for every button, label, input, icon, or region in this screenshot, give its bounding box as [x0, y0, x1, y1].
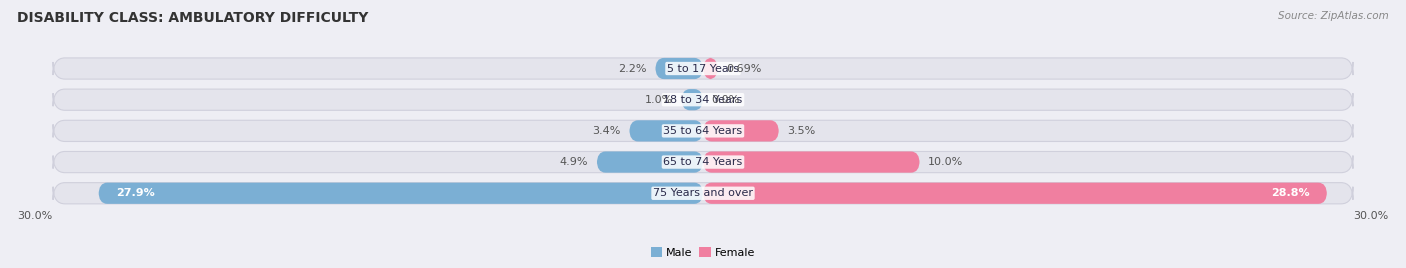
- FancyBboxPatch shape: [98, 183, 703, 204]
- FancyBboxPatch shape: [53, 120, 1353, 142]
- Text: 5 to 17 Years: 5 to 17 Years: [666, 64, 740, 73]
- FancyBboxPatch shape: [703, 58, 718, 79]
- Text: 0.69%: 0.69%: [727, 64, 762, 73]
- FancyBboxPatch shape: [596, 151, 703, 173]
- Text: 0.0%: 0.0%: [711, 95, 740, 105]
- FancyBboxPatch shape: [703, 183, 1327, 204]
- Text: 30.0%: 30.0%: [1354, 211, 1389, 221]
- FancyBboxPatch shape: [53, 58, 1353, 79]
- Legend: Male, Female: Male, Female: [647, 243, 759, 262]
- FancyBboxPatch shape: [703, 151, 920, 173]
- Text: 75 Years and over: 75 Years and over: [652, 188, 754, 198]
- FancyBboxPatch shape: [655, 58, 703, 79]
- Text: 30.0%: 30.0%: [17, 211, 52, 221]
- Text: DISABILITY CLASS: AMBULATORY DIFFICULTY: DISABILITY CLASS: AMBULATORY DIFFICULTY: [17, 11, 368, 25]
- Text: 3.4%: 3.4%: [592, 126, 620, 136]
- Text: 18 to 34 Years: 18 to 34 Years: [664, 95, 742, 105]
- FancyBboxPatch shape: [682, 89, 703, 110]
- Text: 4.9%: 4.9%: [560, 157, 588, 167]
- FancyBboxPatch shape: [53, 183, 1353, 204]
- FancyBboxPatch shape: [630, 120, 703, 142]
- Text: 10.0%: 10.0%: [928, 157, 963, 167]
- Text: 65 to 74 Years: 65 to 74 Years: [664, 157, 742, 167]
- Text: 27.9%: 27.9%: [115, 188, 155, 198]
- Text: 3.5%: 3.5%: [787, 126, 815, 136]
- FancyBboxPatch shape: [53, 89, 1353, 110]
- Text: 2.2%: 2.2%: [619, 64, 647, 73]
- Text: Source: ZipAtlas.com: Source: ZipAtlas.com: [1278, 11, 1389, 21]
- FancyBboxPatch shape: [703, 120, 779, 142]
- FancyBboxPatch shape: [53, 151, 1353, 173]
- Text: 28.8%: 28.8%: [1271, 188, 1309, 198]
- Text: 35 to 64 Years: 35 to 64 Years: [664, 126, 742, 136]
- Text: 1.0%: 1.0%: [644, 95, 672, 105]
